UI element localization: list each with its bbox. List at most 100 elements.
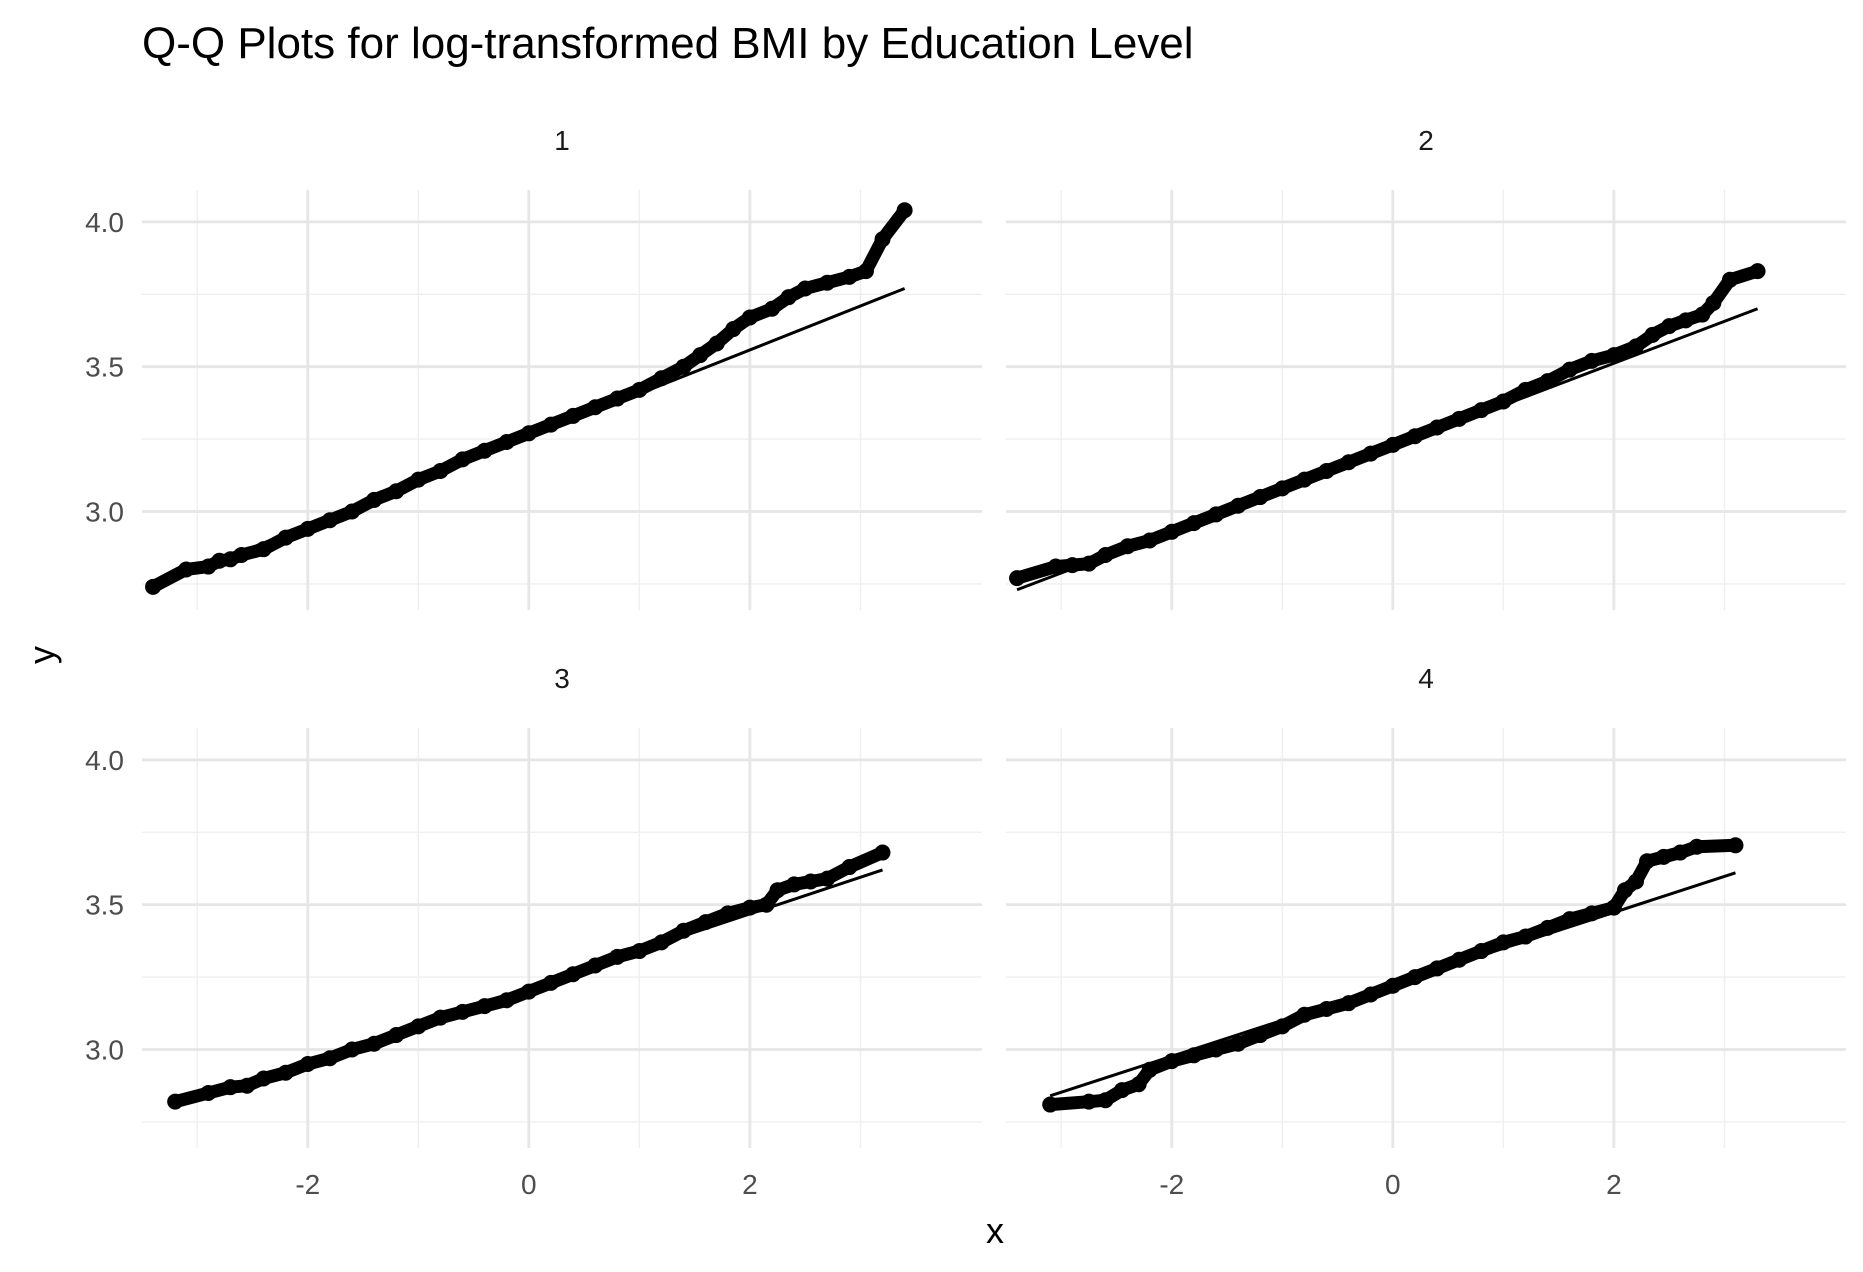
qq-point	[719, 905, 736, 922]
qq-point	[1384, 436, 1401, 453]
qq-point	[1185, 515, 1202, 532]
qq-point	[1097, 546, 1114, 563]
qq-point	[1274, 480, 1291, 497]
qq-point	[896, 202, 913, 219]
qq-point	[587, 957, 604, 974]
qq-point	[1163, 1053, 1180, 1070]
qq-point	[609, 948, 626, 965]
qq-point	[1185, 1047, 1202, 1064]
qq-point	[1639, 853, 1656, 870]
qq-point	[1628, 873, 1644, 890]
qq-point	[366, 1035, 383, 1052]
y-axis-title: y	[21, 646, 62, 664]
qq-point	[1517, 381, 1534, 398]
qq-point	[344, 503, 360, 520]
facet-strip-label: 2	[1418, 125, 1434, 156]
qq-point	[1727, 837, 1744, 854]
qq-point	[802, 873, 819, 890]
qq-point	[1009, 570, 1026, 587]
qq-point	[498, 434, 515, 450]
qq-point	[1318, 462, 1335, 479]
qq-point	[388, 483, 405, 500]
qq-point	[1451, 951, 1468, 968]
qq-point	[1130, 1076, 1147, 1093]
qq-point	[874, 231, 891, 248]
qq-point	[1141, 1061, 1158, 1078]
facet-strip-label: 4	[1418, 663, 1434, 694]
x-tick-label: -2	[295, 1169, 320, 1200]
qq-point	[764, 300, 780, 317]
qq-point	[167, 1093, 184, 1110]
qq-point	[857, 263, 874, 280]
qq-point	[758, 896, 775, 913]
qq-point	[1230, 497, 1247, 514]
qq-point	[631, 943, 648, 960]
qq-point	[565, 407, 582, 424]
qq-point	[299, 520, 316, 537]
qq-point	[1163, 523, 1180, 540]
qq-point	[432, 1009, 449, 1026]
qq-point	[1473, 402, 1490, 419]
qq-point	[587, 399, 604, 416]
qq-point	[1429, 419, 1446, 436]
qq-point	[1644, 326, 1661, 343]
qq-point	[1495, 393, 1512, 410]
qq-point	[1097, 1092, 1114, 1109]
qq-point	[1661, 318, 1678, 335]
facet-panel-3: 3 3.0 3.5 4.0 -2 0 2	[85, 663, 982, 1200]
qq-point	[1042, 1096, 1059, 1113]
facet-panel-4: 4 -2 0 2	[1006, 663, 1846, 1200]
x-tick-label: 2	[1606, 1169, 1622, 1200]
qq-point	[321, 1050, 338, 1067]
qq-point	[675, 358, 692, 375]
qq-point	[1080, 555, 1097, 572]
qq-point	[454, 451, 471, 468]
qq-point	[1451, 410, 1468, 427]
qq-point	[277, 529, 294, 546]
qq-point	[1114, 1082, 1131, 1099]
qq-point	[841, 268, 858, 285]
qq-point	[344, 1041, 360, 1058]
sample-quantile-band	[1010, 264, 1765, 585]
qq-point	[255, 1070, 272, 1087]
qq-point	[1688, 838, 1705, 855]
x-tick-label: 0	[521, 1169, 537, 1200]
qq-point	[454, 1003, 471, 1020]
qq-point	[1296, 471, 1313, 488]
qq-point	[1119, 538, 1136, 555]
qq-point	[692, 347, 709, 364]
qq-point	[1628, 338, 1644, 355]
qq-point	[1655, 848, 1672, 865]
qq-point	[178, 561, 195, 578]
qq-point	[1705, 294, 1722, 311]
qq-point	[1677, 312, 1694, 329]
qq-point	[1340, 995, 1357, 1012]
qq-point	[1605, 899, 1622, 916]
qq-point	[388, 1027, 405, 1044]
qq-point	[609, 390, 626, 407]
qq-point	[321, 512, 338, 529]
qq-point	[741, 899, 758, 916]
qq-point	[708, 335, 725, 352]
qq-point	[1296, 1006, 1313, 1023]
qq-point	[1495, 934, 1512, 951]
qq-point	[741, 309, 758, 326]
qq-point	[565, 966, 582, 983]
qq-point	[1721, 271, 1738, 288]
qq-point	[1047, 558, 1064, 575]
qq-point	[631, 381, 648, 398]
qq-point	[1561, 361, 1578, 378]
facet-panel-2: 2	[1006, 125, 1846, 610]
qq-point	[1252, 1027, 1269, 1044]
qq-point	[653, 370, 670, 387]
qq-point	[1274, 1018, 1291, 1035]
qq-point	[1672, 844, 1689, 861]
qq-point	[769, 882, 786, 899]
qq-point	[1429, 960, 1446, 977]
qq-point	[299, 1056, 316, 1072]
facet-panel-1: 1 3.0 3.5 4.0	[85, 125, 982, 610]
qq-point	[1406, 428, 1423, 445]
y-tick-label: 3.5	[85, 890, 124, 921]
qq-point	[1362, 445, 1379, 462]
